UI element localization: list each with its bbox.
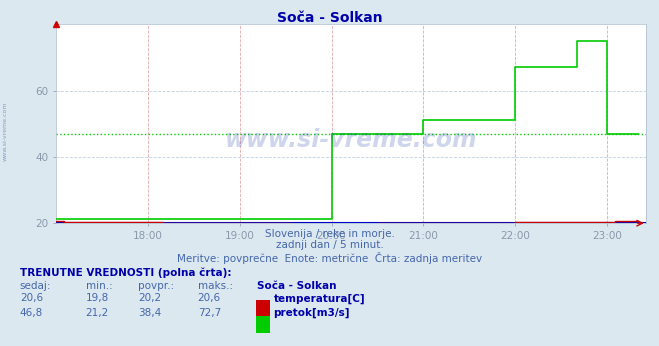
Text: 72,7: 72,7 [198,308,221,318]
Text: 21,2: 21,2 [86,308,109,318]
Text: Meritve: povprečne  Enote: metrične  Črta: zadnja meritev: Meritve: povprečne Enote: metrične Črta:… [177,252,482,264]
Text: min.:: min.: [86,281,113,291]
Text: www.si-vreme.com: www.si-vreme.com [3,102,8,161]
Text: povpr.:: povpr.: [138,281,175,291]
Text: Slovenija / reke in morje.: Slovenija / reke in morje. [264,229,395,239]
Text: Soča - Solkan: Soča - Solkan [277,11,382,25]
Text: 38,4: 38,4 [138,308,161,318]
Text: 19,8: 19,8 [86,293,109,303]
Text: zadnji dan / 5 minut.: zadnji dan / 5 minut. [275,240,384,251]
Text: 20,6: 20,6 [198,293,221,303]
Text: pretok[m3/s]: pretok[m3/s] [273,308,350,318]
Text: Soča - Solkan: Soča - Solkan [257,281,337,291]
Text: TRENUTNE VREDNOSTI (polna črta):: TRENUTNE VREDNOSTI (polna črta): [20,267,231,277]
Text: 20,2: 20,2 [138,293,161,303]
Text: sedaj:: sedaj: [20,281,51,291]
Text: temperatura[C]: temperatura[C] [273,293,365,304]
Text: www.si-vreme.com: www.si-vreme.com [225,128,477,152]
Text: 20,6: 20,6 [20,293,43,303]
Text: 46,8: 46,8 [20,308,43,318]
Text: maks.:: maks.: [198,281,233,291]
